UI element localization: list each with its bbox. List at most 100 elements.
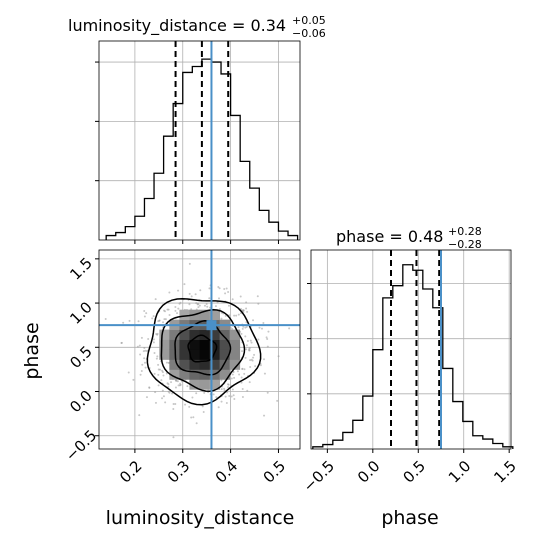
scatter-point (241, 350, 244, 353)
scatter-point (218, 308, 221, 311)
scatter-point (152, 338, 155, 341)
scatter-point (245, 348, 248, 351)
scatter-point (156, 355, 159, 358)
scatter-point (249, 359, 252, 362)
scatter-point (226, 386, 229, 389)
scatter-point (177, 384, 180, 387)
scatter-point (227, 291, 230, 294)
scatter-point (220, 317, 223, 320)
scatter-point (140, 370, 143, 373)
scatter-point (253, 353, 256, 356)
density-cell (199, 309, 210, 321)
scatter-point (139, 373, 142, 376)
scatter-point (245, 344, 248, 347)
title-ld-upper: +0.05 (292, 14, 326, 27)
density-cell (169, 369, 180, 380)
y-axis-label-phase: phase (21, 322, 43, 379)
scatter-point (143, 361, 146, 364)
scatter-point (170, 381, 173, 384)
scatter-point (152, 341, 155, 344)
scatter-point (240, 376, 243, 379)
scatter-point (174, 305, 177, 308)
scatter-point (197, 306, 200, 309)
scatter-point (263, 372, 266, 375)
scatter-point (161, 369, 164, 372)
scatter-point (205, 302, 208, 305)
density-cell (209, 379, 220, 390)
x-tick-label: 1.0 (445, 457, 475, 487)
scatter-point (231, 298, 234, 301)
scatter-point (250, 341, 253, 344)
contour-line (160, 309, 246, 392)
density-cell (199, 349, 210, 360)
x-tick-label: 0.5 (260, 457, 290, 487)
scatter-point (248, 349, 251, 352)
density-cell (189, 349, 200, 360)
scatter-point (277, 355, 280, 358)
scatter-point (237, 313, 240, 316)
scatter-point (141, 363, 144, 366)
scatter-point (233, 314, 236, 317)
scatter-point (232, 394, 235, 397)
x-tick-label: 1.5 (490, 457, 520, 487)
scatter-point (202, 411, 205, 414)
scatter-point (186, 385, 189, 388)
scatter-point (208, 287, 211, 290)
scatter-point (203, 391, 206, 394)
scatter-point (139, 353, 142, 356)
scatter-point (288, 327, 291, 330)
density-cell (189, 329, 200, 340)
scatter-point (152, 315, 155, 318)
scatter-point (176, 380, 179, 383)
scatter-point (241, 367, 244, 370)
density-cell (209, 329, 220, 340)
scatter-point (225, 402, 228, 405)
title-phase-upper: +0.28 (448, 225, 482, 238)
scatter-point (162, 321, 165, 324)
scatter-point (145, 312, 148, 315)
scatter-point (157, 320, 160, 323)
panel-frame (310, 249, 512, 450)
density-cell (179, 369, 190, 380)
scatter-point (230, 395, 233, 398)
title-phase-label: phase = 0.48 (336, 227, 443, 246)
scatter-point (201, 405, 204, 408)
panel-frame (98, 249, 301, 450)
scatter-point (192, 416, 195, 419)
title-ld-lower: −0.06 (292, 27, 326, 40)
density-cell (179, 359, 190, 370)
scatter-point (172, 436, 175, 439)
scatter-point (143, 315, 146, 318)
scatter-point (198, 304, 201, 307)
y-tick-label: −0.5 (62, 426, 100, 464)
scatter-point (214, 305, 217, 308)
scatter-point (258, 326, 261, 329)
scatter-point (228, 395, 231, 398)
scatter-point (241, 327, 244, 330)
scatter-point (248, 347, 251, 350)
scatter-point (227, 383, 230, 386)
scatter-point (144, 366, 147, 369)
scatter-point (168, 291, 171, 294)
x-axis-label-luminosity-distance: luminosity_distance (106, 507, 295, 529)
contour-line (146, 297, 262, 406)
x-tick-label: 0.0 (354, 457, 384, 487)
scatter-point (224, 314, 227, 317)
density-cell (189, 379, 200, 390)
scatter-point (174, 386, 177, 389)
density-cell (229, 339, 241, 350)
scatter-point (157, 384, 160, 387)
scatter-point (188, 405, 191, 408)
scatter-point (172, 402, 175, 405)
scatter-point (224, 292, 227, 295)
scatter-point (231, 327, 234, 330)
scatter-point (153, 352, 156, 355)
scatter-point (246, 389, 249, 392)
scatter-point (143, 346, 146, 349)
density-cell (209, 309, 220, 321)
scatter-point (128, 319, 131, 322)
scatter-point (143, 357, 146, 360)
density-cell (159, 339, 170, 350)
density-cell (209, 359, 220, 370)
scatter-point (177, 289, 180, 292)
